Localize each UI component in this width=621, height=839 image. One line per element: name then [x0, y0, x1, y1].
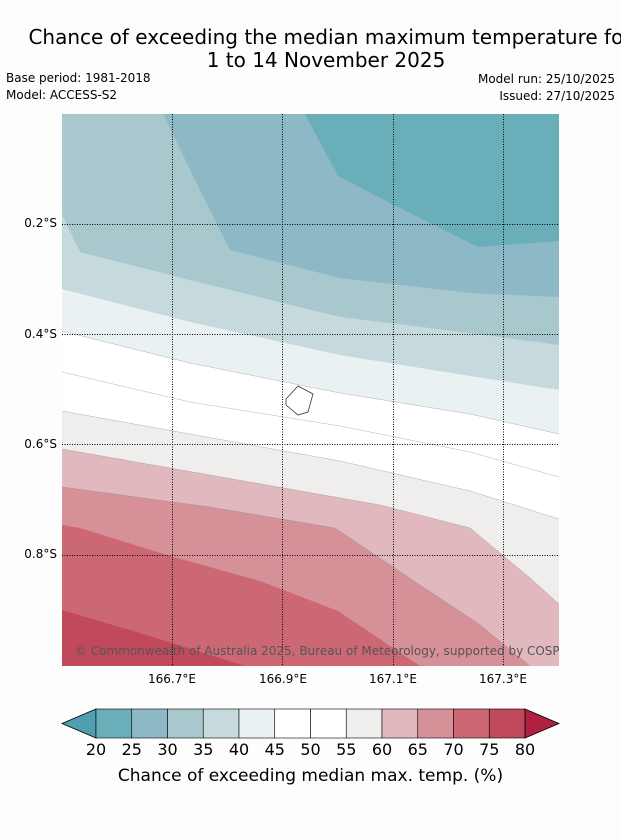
colorbar-tick-label: 80	[514, 740, 536, 759]
copyright-notice: © Commonwealth of Australia 2025, Bureau…	[75, 644, 559, 658]
colorbar-extend-low	[60, 708, 97, 739]
colorbar-tick-label: 30	[157, 740, 178, 759]
colorbar-tick-label: 20	[85, 740, 107, 759]
colorbar-segment	[345, 708, 383, 739]
colorbar-segment	[238, 708, 276, 739]
colorbar-tick-label: 45	[264, 740, 285, 759]
colorbar-tick-label: 50	[300, 740, 321, 759]
lon-label-166-9e: 166.9°E	[259, 672, 307, 686]
lat-label-0-6s: 0.6°S	[24, 437, 57, 451]
colorbar-segment	[167, 708, 204, 739]
island-outline	[285, 385, 314, 416]
map-title-line2: 1 to 14 November 2025	[206, 48, 446, 72]
colorbar-segment	[202, 708, 240, 739]
colorbar-tick-label: 60	[371, 740, 393, 759]
lon-label-167-1e: 167.1°E	[369, 672, 417, 686]
colorbar-tick-label: 25	[121, 740, 142, 759]
forecast-map	[62, 114, 559, 666]
contour-lines	[62, 330, 559, 666]
colorbar-tick-label: 65	[407, 740, 428, 759]
colorbar-extend-high	[524, 708, 561, 739]
colorbar-segment	[310, 708, 347, 739]
lat-label-0-2s: 0.2°S	[24, 216, 57, 230]
band-70-75	[62, 525, 420, 666]
colorbar-tick-label: 55	[336, 740, 357, 759]
map-title-line1: Chance of exceeding the median maximum t…	[28, 25, 621, 49]
issued-date: Issued: 27/10/2025	[499, 89, 615, 103]
colorbar-tick-label: 35	[193, 740, 214, 759]
colorbar-segment	[95, 708, 133, 739]
colorbar-tick-label: 75	[479, 740, 500, 759]
lon-label-167-3e: 167.3°E	[479, 672, 527, 686]
colorbar-tick-label: 40	[228, 740, 250, 759]
colorbar-label: Chance of exceeding median max. temp. (%…	[117, 766, 504, 786]
graticule	[62, 114, 559, 666]
colorbar-segment	[131, 708, 168, 739]
colorbar-segment	[453, 708, 490, 739]
model-name: Model: ACCESS-S2	[6, 88, 118, 102]
lon-label-166-7e: 166.7°E	[148, 672, 196, 686]
band-75-80	[62, 610, 245, 666]
lat-label-0-8s: 0.8°S	[24, 547, 57, 561]
contour-fills	[62, 114, 559, 666]
colorbar-tick-label: 70	[443, 740, 464, 759]
colorbar-segment	[488, 708, 526, 739]
colorbar-segment	[274, 708, 311, 739]
colorbar-segment	[417, 708, 454, 739]
lat-label-0-4s: 0.4°S	[24, 327, 57, 341]
colorbar-segment	[381, 708, 419, 739]
base-period: Base period: 1981-2018	[6, 71, 151, 85]
band-20-25	[305, 114, 559, 247]
model-run: Model run: 25/10/2025	[477, 72, 615, 86]
